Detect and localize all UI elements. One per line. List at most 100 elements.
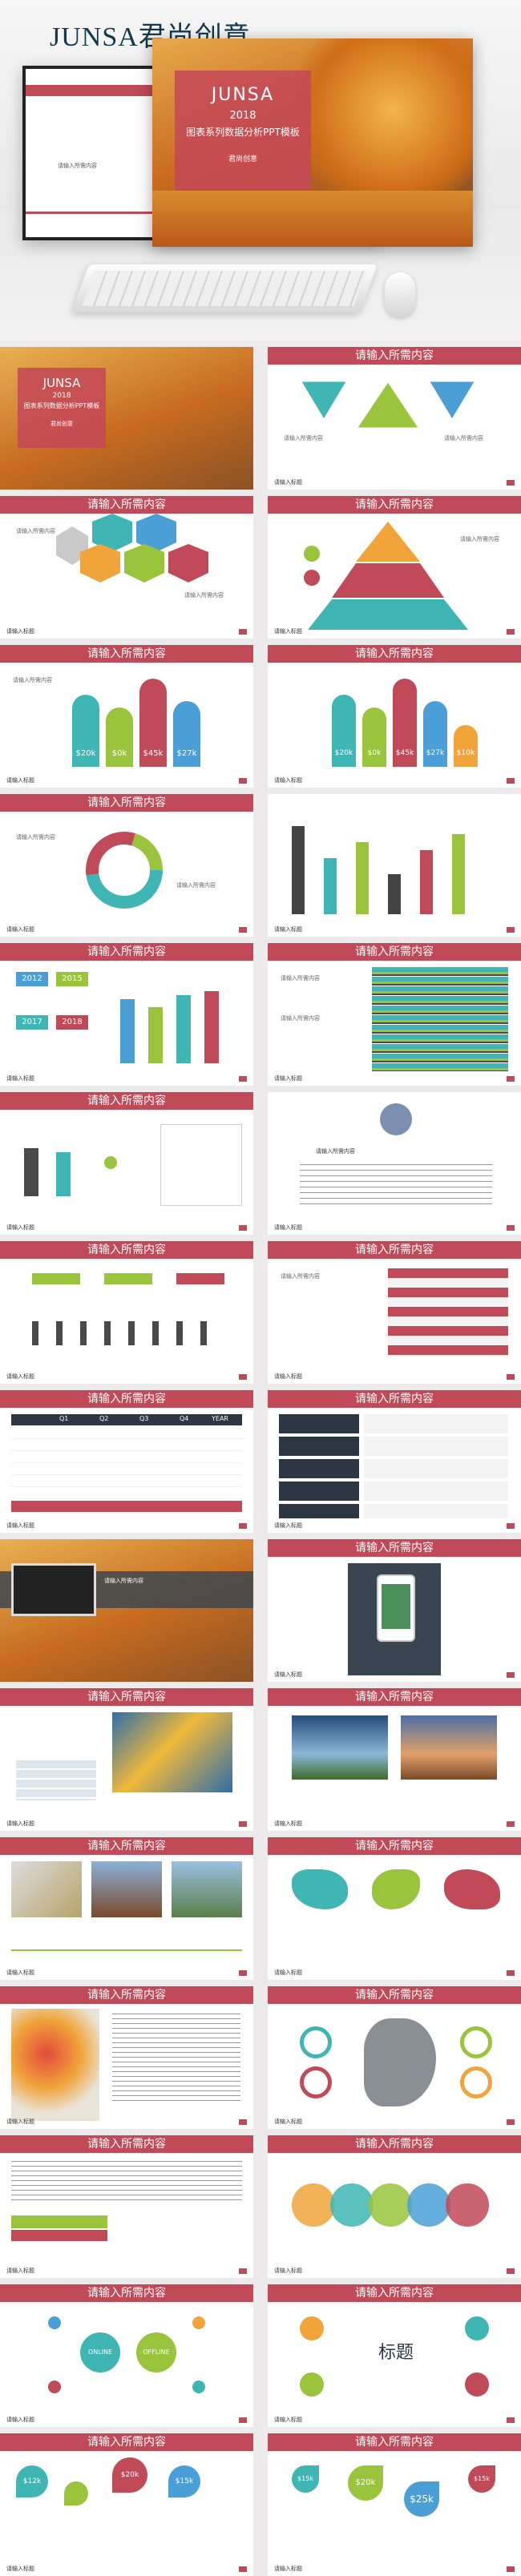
slide-footer-mark — [239, 2417, 247, 2423]
badge-1 — [300, 2316, 324, 2340]
slide-footer-mark — [507, 2268, 515, 2274]
cover-title-box: JUNSA 2018 图表系列数据分析PPT模板 君尚创意 — [175, 71, 311, 191]
slide-footer: 请输入标题 — [6, 2566, 34, 2572]
column-1 — [292, 826, 305, 914]
slide-rounded-bars-5: 请输入所需内容 $20k $0k $45k $27k $10k 请输入标题 — [268, 645, 521, 788]
ring-4 — [460, 2066, 492, 2098]
slide-footer: 请输入标题 — [6, 628, 34, 635]
slide-footer-mark — [507, 2566, 515, 2572]
phone-mockup — [377, 1574, 415, 1642]
note-text: 请输入所需内容 — [16, 528, 55, 534]
table-body — [11, 1427, 242, 1499]
balloon-4 — [64, 2481, 88, 2505]
slide-heading: 请输入所需内容 — [268, 645, 521, 663]
cover-year: 2018 — [229, 110, 256, 122]
slide-footer: 请输入标题 — [274, 926, 302, 933]
balloon-2: $20k — [112, 2457, 147, 2493]
photo-sunset — [401, 1715, 497, 1780]
slide-hexagons: 请输入所需内容 请输入所需内容 请输入所需内容 请输入标题 — [0, 496, 253, 639]
slide-heading: 请输入所需内容 — [0, 2433, 253, 2451]
slide-footer: 请输入标题 — [274, 2118, 302, 2125]
circle-1 — [292, 2183, 335, 2227]
slide-footer: 请输入标题 — [6, 2417, 34, 2423]
slide-footer: 请输入标题 — [274, 628, 302, 635]
slide-years: 请输入所需内容 2012 2015 2017 2018 请输入标题 — [0, 943, 253, 1086]
laptop-mockup — [11, 1563, 96, 1616]
hero-mockup: JUNSA 君尚创意 请输入所需内容 JUNSA 2018 图表系列数据分析PPT… — [0, 0, 521, 341]
column-1 — [120, 999, 135, 1063]
slide-footer-mark — [507, 1672, 515, 1678]
slide-footer: 请输入标题 — [6, 1820, 34, 1827]
year-tag-4: 2018 — [56, 1015, 88, 1030]
column-6 — [452, 834, 465, 914]
slide-drops: 请输入所需内容 $15k $20k $25k $15k 请输入标题 — [268, 2433, 521, 2576]
bar-label-1: $20k — [334, 749, 353, 757]
slide-footer: 请输入标题 — [6, 1075, 34, 1082]
slide-three-bars: 请输入所需内容 请输入标题 — [0, 1241, 253, 1384]
balloon-1: $12k — [16, 2465, 48, 2497]
slide-footer-mark — [239, 1523, 247, 1529]
slide-footer: 请输入标题 — [274, 2268, 302, 2274]
slide-footer: 请输入标题 — [274, 1820, 302, 1827]
note-text: 请输入所需内容 — [184, 592, 224, 599]
bar-label-4: $27k — [426, 749, 445, 757]
bar-label-3: $45k — [143, 749, 164, 758]
slide-footer-mark — [239, 2119, 247, 2125]
slide-footer-mark — [507, 629, 515, 635]
slide-rounded-bars: 请输入所需内容 $20k $0k $45k $27k 请输入所需内容 请输入标题 — [0, 645, 253, 788]
map-3 — [444, 1869, 500, 1909]
slide-three-photos: 请输入所需内容 请输入标题 — [0, 1837, 253, 1980]
leaves-photo — [11, 2009, 99, 2121]
slide-cover-small: JUNSA 2018 图表系列数据分析PPT模板 君尚创意 — [0, 347, 253, 490]
slide-footer: 请输入标题 — [274, 1224, 302, 1231]
slide-footer: 请输入标题 — [274, 1373, 302, 1380]
slide-footer: 请输入标题 — [6, 2118, 34, 2125]
year-tag-1: 2012 — [16, 972, 48, 986]
tag-3 — [176, 1273, 224, 1284]
badge-3 — [465, 2316, 489, 2340]
slide-five-circles: 请输入所需内容 请输入标题 — [268, 2135, 521, 2278]
plus-icon — [104, 1156, 117, 1169]
year-tag-2: 2015 — [56, 972, 88, 986]
slide-footer-mark — [507, 480, 515, 486]
note-text: 请输入所需内容 — [460, 536, 499, 542]
slide-heading: 请输入所需内容 — [0, 2135, 253, 2153]
photo-2 — [91, 1861, 162, 1917]
mini-bars — [32, 1321, 224, 1345]
slide-footer-mark — [507, 1523, 515, 1529]
drop-2: $20k — [348, 2465, 383, 2501]
badge-4 — [465, 2372, 489, 2397]
cover-logo: 君尚创意 — [228, 155, 257, 163]
map-2 — [372, 1869, 420, 1909]
bar-label-2: $0k — [111, 749, 127, 758]
photo-1 — [11, 1861, 82, 1917]
photo-tent — [292, 1715, 388, 1780]
table-header: Q1 Q2 Q3 Q4 YEAR — [11, 1414, 242, 1425]
slide-footer-mark — [239, 1225, 247, 1231]
table-total-row — [11, 1501, 242, 1512]
photo-3 — [172, 1861, 242, 1917]
slide-footer: 请输入标题 — [274, 479, 302, 486]
ring-3 — [460, 2026, 492, 2058]
phone-screen — [382, 1584, 410, 1629]
column-4 — [388, 874, 401, 914]
slide-footer-mark — [239, 1821, 247, 1827]
slide-africa: 请输入所需内容 请输入标题 — [268, 1986, 521, 2129]
slide-column-chart: 请输入标题 — [268, 794, 521, 937]
note-text: 请输入所需内容 — [281, 1015, 320, 1022]
slide-heading: 请输入所需内容 — [268, 1986, 521, 2004]
bar-label-5: $10k — [456, 749, 475, 757]
slide-footer-mark — [239, 1970, 247, 1976]
slide-maps: 请输入所需内容 请输入标题 — [268, 1837, 521, 1980]
slide-footer: 请输入标题 — [274, 1671, 302, 1678]
slide-table-red: 请输入所需内容 请输入所需内容 请输入标题 — [268, 1241, 521, 1384]
slide-heading: 请输入所需内容 — [0, 1241, 253, 1259]
slide-footer: 请输入标题 — [6, 1373, 34, 1380]
text-lines — [11, 2161, 242, 2201]
slide-triangles: 请输入所需内容 请输入所需内容 请输入所需内容 请输入标题 — [268, 347, 521, 490]
slide-footer: 请输入标题 — [6, 1224, 34, 1231]
monitor-accent-bar — [26, 85, 162, 96]
drop-4: $15k — [468, 2465, 495, 2493]
tree-foliage — [289, 38, 473, 215]
bar-5 — [454, 725, 478, 767]
